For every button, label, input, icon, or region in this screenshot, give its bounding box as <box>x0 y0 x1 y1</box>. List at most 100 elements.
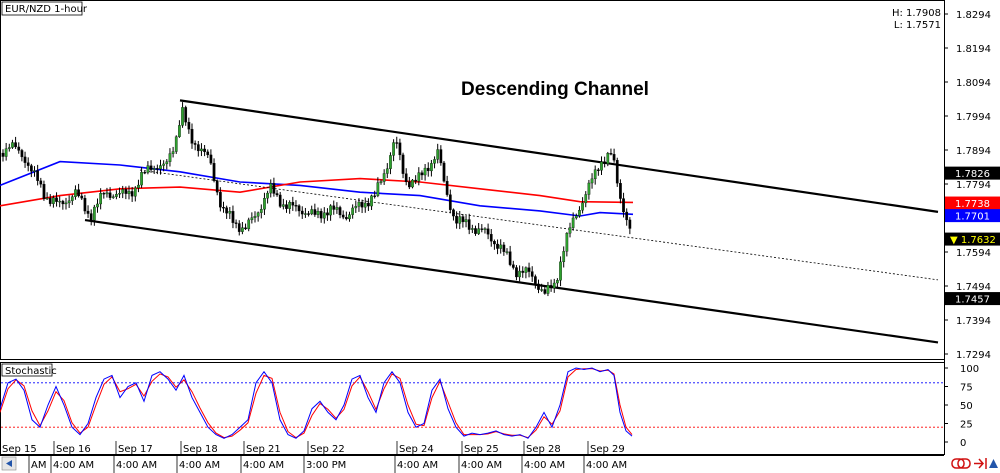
candle-down <box>209 154 213 164</box>
candle-down <box>360 201 364 208</box>
candle-up <box>433 159 436 164</box>
candle-up <box>250 217 254 221</box>
candle-up <box>584 194 588 204</box>
time-label: 4:00 AM <box>243 460 284 471</box>
channel-line <box>84 218 939 344</box>
candle-down <box>474 228 477 234</box>
candle-down <box>193 143 197 145</box>
candle-down <box>511 264 515 268</box>
candle-up <box>146 165 150 173</box>
candle-down <box>29 165 33 172</box>
candle-down <box>398 142 402 156</box>
date-label: Sep 18 <box>183 444 218 455</box>
candle-down <box>225 207 228 214</box>
candle-up <box>568 227 572 234</box>
symbol-label-box <box>1 1 83 16</box>
candle-down <box>130 191 134 197</box>
candle-up <box>162 163 165 166</box>
candle-down <box>609 153 613 155</box>
candle-down <box>619 183 622 199</box>
candle-up <box>505 251 509 253</box>
candle-down <box>149 165 153 170</box>
candle-down <box>338 207 342 216</box>
candle-down <box>190 128 194 144</box>
candle-down <box>493 241 496 245</box>
stochastic-panel[interactable] <box>0 362 945 455</box>
candle-down <box>367 202 370 207</box>
candle-down <box>278 194 282 207</box>
candle-down <box>628 219 632 229</box>
candle-up <box>581 202 584 211</box>
candle-down <box>344 217 348 220</box>
candle-down <box>83 197 87 212</box>
price-tag <box>945 196 1000 210</box>
candle-up <box>411 179 414 188</box>
candle-down <box>17 146 21 151</box>
candle-up <box>310 209 314 215</box>
candle-down <box>294 205 298 207</box>
scroll-to-end-icon[interactable] <box>974 458 987 469</box>
candle-down <box>467 219 471 230</box>
candle-up <box>253 216 257 218</box>
candle-up <box>256 212 260 217</box>
candle-down <box>612 154 616 161</box>
candle-up <box>546 285 550 294</box>
candle-up <box>58 200 62 203</box>
candle-down <box>36 170 40 181</box>
candle-up <box>600 161 603 171</box>
candle-down <box>404 173 408 183</box>
candle-up <box>121 189 125 194</box>
candle-down <box>597 169 600 171</box>
candle-down <box>603 161 607 164</box>
candle-down <box>502 244 506 252</box>
candle-up <box>266 192 269 199</box>
candle-up <box>423 167 427 176</box>
candle-up <box>288 202 292 209</box>
candle-down <box>401 154 405 174</box>
date-label: Sep 29 <box>590 444 625 455</box>
time-label: 4:00 AM <box>524 460 565 471</box>
candle-down <box>521 270 525 273</box>
candle-up <box>329 205 332 216</box>
date-label: Sep 24 <box>399 444 434 455</box>
candle-up <box>354 206 358 209</box>
candle-down <box>439 149 443 164</box>
price-tick-label: 1.8294 <box>956 10 991 21</box>
price-panel[interactable] <box>0 0 945 360</box>
candle-up <box>458 216 462 224</box>
candle-down <box>108 192 112 198</box>
date-label: Sep 17 <box>118 444 153 455</box>
chart-settings-icon[interactable] <box>989 459 998 468</box>
candle-up <box>483 228 487 230</box>
candle-up <box>168 153 172 162</box>
candle-down <box>291 202 295 206</box>
candle-up <box>357 201 361 207</box>
candle-down <box>39 180 43 185</box>
candle-up <box>74 189 77 197</box>
candle-up <box>363 202 367 208</box>
stochastic-tick-label: 25 <box>960 420 973 431</box>
price-tick-label: 1.7494 <box>956 282 991 293</box>
candle-up <box>348 214 351 220</box>
candle-down <box>448 194 452 210</box>
candle-down <box>373 195 377 197</box>
candle-up <box>524 267 528 273</box>
candle-down <box>307 213 310 215</box>
candle-down <box>275 193 279 196</box>
candle-up <box>430 163 433 172</box>
candle-up <box>389 155 392 169</box>
candle-down <box>527 267 531 272</box>
price-tag <box>945 209 1000 223</box>
candle-up <box>571 217 575 228</box>
candle-down <box>80 195 84 199</box>
candle-down <box>234 222 238 224</box>
price-tick-label: 1.7794 <box>956 180 991 191</box>
link-chain-icon[interactable] <box>951 458 971 469</box>
date-label: Sep 16 <box>56 444 91 455</box>
price-tick-label: 1.7994 <box>956 112 991 123</box>
date-label: Sep 28 <box>526 444 561 455</box>
candle-up <box>322 212 326 219</box>
stochastic-tick-label: 0 <box>960 438 966 449</box>
candle-up <box>562 251 566 263</box>
